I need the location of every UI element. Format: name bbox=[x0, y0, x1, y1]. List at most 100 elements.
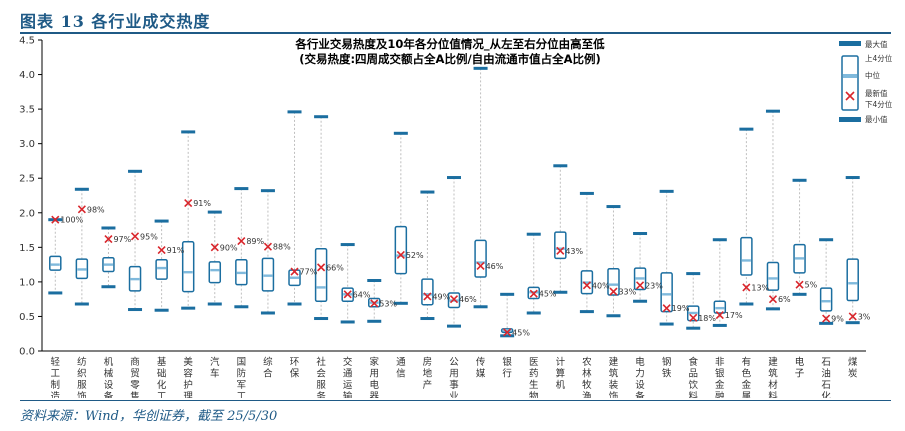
min-marker bbox=[367, 319, 382, 323]
y-tick-label: 4.5 bbox=[19, 36, 35, 47]
legend-label: 上4分位 bbox=[865, 53, 893, 63]
legend-label: 最小值 bbox=[865, 114, 888, 124]
latest-marker bbox=[742, 283, 751, 292]
category-label: 家用电器 bbox=[370, 356, 380, 398]
median-marker bbox=[449, 299, 459, 302]
category-label: 国防军工 bbox=[237, 357, 247, 398]
percentile-label: 98% bbox=[87, 205, 105, 214]
iqr-box bbox=[819, 287, 833, 312]
percentile-label: 52% bbox=[406, 251, 424, 260]
max-marker bbox=[207, 210, 222, 214]
chart-title: 各行业交易热度及10年各分位值情况_从左至右分位由高至低 bbox=[294, 37, 605, 52]
min-marker bbox=[48, 291, 63, 295]
y-tick-label: 1.5 bbox=[19, 243, 35, 254]
category-label: 电力设备 bbox=[635, 356, 645, 398]
category-label: 煤炭 bbox=[848, 356, 858, 380]
median-marker bbox=[476, 261, 486, 264]
median-marker bbox=[157, 266, 167, 270]
max-marker bbox=[393, 131, 408, 135]
max-marker bbox=[633, 232, 648, 236]
source-rule bbox=[20, 400, 891, 401]
percentile-label: 13% bbox=[751, 283, 769, 292]
iqr-box bbox=[846, 258, 859, 302]
min-marker bbox=[128, 308, 143, 312]
legend-min-swatch bbox=[839, 117, 861, 122]
legend-latest-swatch bbox=[845, 91, 855, 101]
category-label: 计算机 bbox=[556, 356, 566, 391]
category-label: 医药生物 bbox=[529, 357, 539, 398]
legend-box-swatch bbox=[841, 55, 859, 111]
max-marker bbox=[845, 176, 860, 180]
max-marker bbox=[340, 243, 355, 247]
median-marker bbox=[502, 329, 512, 332]
latest-marker bbox=[51, 215, 60, 224]
median-marker bbox=[555, 247, 565, 250]
iqr-box bbox=[394, 225, 408, 275]
median-marker bbox=[635, 277, 645, 280]
min-marker bbox=[845, 321, 860, 325]
category-label: 非银金融 bbox=[715, 356, 725, 398]
latest-marker bbox=[370, 299, 379, 308]
max-marker bbox=[659, 189, 674, 193]
max-marker bbox=[287, 110, 302, 114]
median-marker bbox=[529, 291, 539, 294]
category-label: 石油石化 bbox=[821, 357, 831, 398]
min-marker bbox=[819, 321, 834, 325]
latest-marker bbox=[582, 281, 591, 290]
percentile-label: 23% bbox=[645, 281, 663, 290]
median-marker bbox=[688, 311, 698, 315]
min-marker bbox=[393, 301, 408, 305]
percentile-label: 19% bbox=[672, 304, 690, 313]
median-marker bbox=[77, 268, 87, 271]
median-marker bbox=[821, 300, 831, 303]
max-marker bbox=[447, 176, 461, 180]
category-label: 传媒 bbox=[476, 356, 486, 380]
median-marker bbox=[103, 263, 113, 266]
percentile-label: 45% bbox=[512, 328, 530, 337]
latest-marker bbox=[529, 289, 538, 298]
min-marker bbox=[207, 302, 222, 306]
iqr-box bbox=[208, 261, 222, 284]
latest-marker bbox=[104, 234, 113, 244]
min-marker bbox=[792, 292, 807, 296]
median-marker bbox=[662, 293, 672, 296]
y-tick-label: 0.0 bbox=[19, 347, 35, 358]
percentile-label: 3% bbox=[858, 312, 871, 321]
max-marker bbox=[819, 238, 834, 242]
median-marker bbox=[50, 263, 60, 266]
category-label: 有色金属 bbox=[742, 356, 752, 398]
min-marker bbox=[553, 290, 568, 294]
median-marker bbox=[582, 281, 592, 284]
median-marker bbox=[130, 277, 140, 281]
percentile-label: 89% bbox=[246, 237, 264, 246]
max-marker bbox=[765, 109, 780, 113]
median-marker bbox=[741, 259, 751, 262]
min-marker bbox=[154, 308, 169, 312]
median-marker bbox=[183, 271, 193, 274]
percentile-label: 5% bbox=[805, 281, 818, 290]
latest-marker bbox=[635, 281, 645, 290]
latest-marker bbox=[848, 312, 857, 321]
legend-label: 下4分位 bbox=[865, 99, 893, 109]
category-label: 交通运输 bbox=[343, 356, 353, 398]
iqr-box bbox=[766, 261, 780, 291]
percentile-label: 6% bbox=[778, 295, 791, 304]
iqr-box bbox=[474, 239, 487, 278]
percentile-label: 66% bbox=[326, 263, 344, 272]
max-marker bbox=[500, 292, 515, 296]
max-marker bbox=[101, 226, 116, 230]
category-label: 综合 bbox=[263, 356, 273, 380]
latest-marker bbox=[130, 232, 140, 241]
category-label: 轻工制造 bbox=[51, 356, 61, 398]
legend-label: 最大值 bbox=[865, 39, 888, 49]
latest-marker bbox=[449, 295, 459, 304]
percentile-label: 88% bbox=[273, 243, 291, 252]
category-label: 通信 bbox=[396, 357, 406, 380]
median-marker bbox=[263, 274, 273, 277]
y-tick-label: 3.5 bbox=[19, 105, 35, 116]
max-marker bbox=[154, 219, 169, 223]
legend-label: 中位 bbox=[865, 70, 880, 80]
latest-marker bbox=[396, 250, 405, 260]
box-layer bbox=[48, 66, 860, 338]
median-marker bbox=[795, 257, 805, 260]
